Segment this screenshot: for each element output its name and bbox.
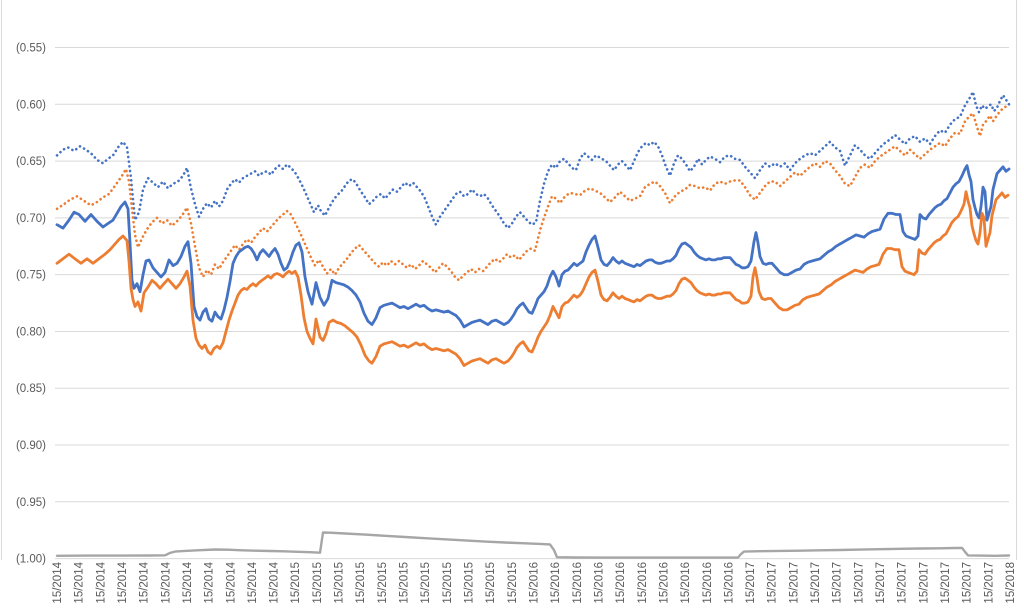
x-axis-tick-label: 15/2017: [788, 562, 800, 604]
x-axis-tick-label: 15/2016: [572, 562, 584, 604]
y-axis-tick-label: (0.75): [16, 270, 46, 282]
x-axis-tick-label: 15/2015: [420, 562, 432, 604]
y-axis-tick-label: (0.70): [16, 213, 46, 225]
x-axis-tick-label: 15/2015: [507, 562, 519, 604]
x-axis-tick-label: 15/2014: [269, 561, 281, 603]
y-axis-tick-label: (0.60): [16, 99, 46, 111]
x-axis-tick-label: 15/2014: [247, 561, 259, 603]
x-axis-tick-label: 15/2015: [485, 562, 497, 604]
x-axis-tick-label: 15/2014: [74, 561, 86, 603]
series-blue-dotted-line: [55, 90, 1011, 230]
x-axis-tick-label: 15/2017: [810, 562, 822, 604]
x-axis-tick-label: 15/2017: [875, 562, 887, 604]
x-axis-tick-label: 15/2017: [962, 562, 974, 604]
y-axis-tick-label: (0.65): [16, 156, 46, 168]
y-axis-labels-group: (0.55) (0.60) (0.65) (0.70) (0.75) (0.80) (0.8…: [16, 43, 46, 566]
x-axis-tick-label: 15/2017: [897, 562, 909, 604]
x-axis-tick-label: 15/2014: [204, 561, 216, 603]
x-axis-tick-label: 15/2017: [853, 562, 865, 604]
series-gray-solid-line: [55, 531, 1011, 559]
x-axis-tick-label: 15/2015: [334, 562, 346, 604]
x-axis-tick-label: 15/2016: [594, 562, 606, 604]
x-axis-tick-label: 15/2016: [615, 562, 627, 604]
series-orange-dotted-line: [55, 104, 1010, 282]
series-group: [55, 90, 1011, 559]
x-axis-tick-label: 15/2014: [117, 561, 129, 603]
x-axis-tick-label: 15/2017: [918, 562, 930, 604]
x-axis-tick-label: 15/2014: [182, 561, 194, 603]
x-axis-tick-label: 15/2015: [312, 562, 324, 604]
x-axis-tick-label: 15/2014: [139, 561, 151, 603]
x-axis-tick-label: 15/2015: [442, 562, 454, 604]
x-axis-tick-label: 15/2017: [983, 562, 995, 604]
x-axis-tick-label: 15/2016: [550, 562, 562, 604]
x-axis-tick-label: 15/2014: [95, 561, 107, 603]
x-axis-tick-label: 15/2016: [680, 562, 692, 604]
x-axis-tick-label: 15/2017: [767, 562, 779, 604]
x-axis-tick-label: 15/2016: [659, 562, 671, 604]
y-axis-tick-label: (0.85): [16, 383, 46, 395]
y-axis-tick-label: (0.55): [16, 43, 46, 55]
gridlines-group: [55, 47, 1009, 560]
x-axis-labels-group: 15/2014 15/2014 15/2014 15/2014 15/2014 15/20…: [52, 561, 1017, 603]
y-axis-tick-label: (1.00): [16, 554, 46, 566]
y-axis-tick-label: (0.80): [16, 326, 46, 338]
x-axis-tick-label: 15/2017: [940, 562, 952, 604]
x-axis-tick-label: 15/2015: [399, 562, 411, 604]
x-axis-tick-label: 15/2018: [1005, 562, 1017, 604]
x-axis-tick-label: 15/2016: [637, 562, 649, 604]
plot-borders-group: [1, 0, 1017, 560]
x-axis-tick-label: 15/2016: [723, 562, 735, 604]
x-axis-tick-label: 15/2015: [377, 562, 389, 604]
series-orange-solid-line: [55, 190, 1010, 367]
y-axis-tick-label: (0.90): [16, 440, 46, 452]
x-axis-tick-label: 15/2016: [702, 562, 714, 604]
x-axis-tick-label: 15/2017: [745, 562, 757, 604]
x-axis-tick-label: 15/2015: [290, 562, 302, 604]
series-blue-solid-line: [55, 164, 1011, 329]
x-axis-tick-label: 15/2015: [464, 562, 476, 604]
x-axis-tick-label: 15/2016: [529, 562, 541, 604]
x-axis-tick-label: 15/2014: [52, 561, 64, 603]
x-axis-tick-label: 15/2014: [225, 561, 237, 603]
x-axis-tick-label: 15/2015: [355, 562, 367, 604]
x-axis-tick-label: 15/2014: [160, 561, 172, 603]
x-axis-tick-label: 15/2017: [832, 562, 844, 604]
y-axis-tick-label: (0.95): [16, 497, 46, 509]
